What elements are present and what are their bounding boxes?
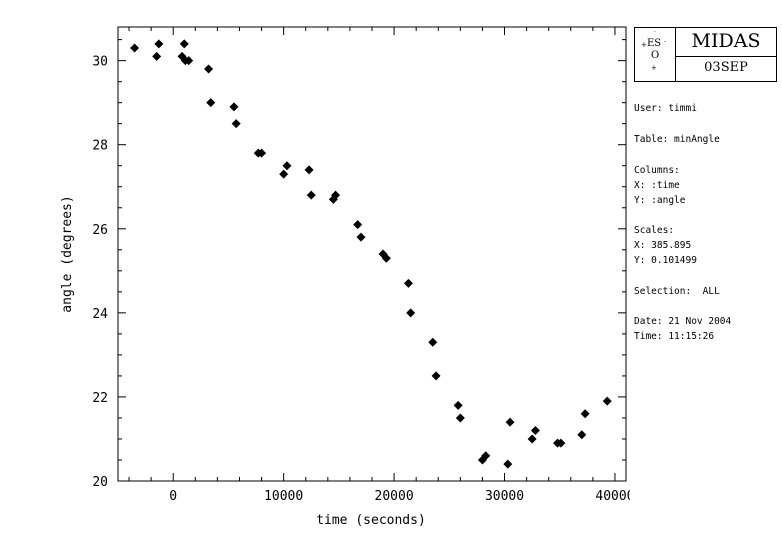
y-tick-label: 26 xyxy=(92,223,108,238)
info-time: Time: 11:15:26 xyxy=(634,331,715,342)
info-scales-header: Scales: xyxy=(634,225,675,236)
data-point xyxy=(406,308,416,318)
data-point xyxy=(206,98,216,108)
y-tick-label: 22 xyxy=(92,391,108,406)
info-columns-x: X: :time xyxy=(634,180,680,191)
data-point xyxy=(331,190,341,200)
midas-title: MIDAS xyxy=(691,30,761,52)
data-point xyxy=(282,161,292,171)
data-point xyxy=(204,64,214,74)
info-columns-header: Columns: xyxy=(634,165,680,176)
data-point xyxy=(229,102,239,112)
eso-logo: · + ES · O + xyxy=(641,29,667,72)
y-tick-label: 24 xyxy=(92,307,108,322)
data-point xyxy=(530,426,540,436)
data-point xyxy=(428,337,438,347)
info-table: Table: minAngle xyxy=(634,134,720,145)
midas-logo-box: · + ES · O + MIDAS 03SEP xyxy=(634,27,777,82)
logo-divider xyxy=(675,28,676,81)
data-point xyxy=(580,409,590,419)
x-tick-label: 20000 xyxy=(375,489,414,504)
data-point xyxy=(455,413,465,423)
data-point xyxy=(577,430,587,440)
info-selection: Selection: ALL xyxy=(634,286,720,297)
data-point xyxy=(304,165,314,175)
info-user: User: timmi xyxy=(634,103,697,114)
axis-tick-labels: 0 10000 20000 30000 40000 20 22 24 26 28 30 xyxy=(92,55,630,504)
data-point xyxy=(403,278,413,288)
data-point xyxy=(353,220,363,230)
data-point xyxy=(306,190,316,200)
x-tick-label: 10000 xyxy=(264,489,303,504)
info-scales-y: Y: 0.101499 xyxy=(634,255,697,266)
info-columns-y: Y: :angle xyxy=(634,195,686,206)
data-point xyxy=(179,39,189,49)
scatter-plot: 0 10000 20000 30000 40000 20 22 24 26 28 30 time (… xyxy=(60,26,630,528)
data-point xyxy=(154,39,164,49)
data-point xyxy=(279,169,289,179)
logo-divider xyxy=(676,56,776,57)
axis-ticks xyxy=(118,27,626,482)
data-point xyxy=(130,43,140,53)
info-scales-x: X: 385.895 xyxy=(634,240,692,251)
data-points xyxy=(130,39,612,469)
y-tick-label: 30 xyxy=(92,55,108,70)
y-tick-label: 20 xyxy=(92,475,108,490)
data-point xyxy=(556,438,566,448)
y-axis-title: angle (degrees) xyxy=(60,195,75,312)
data-point xyxy=(431,371,441,381)
data-point xyxy=(503,459,513,469)
data-point xyxy=(152,51,162,61)
data-point xyxy=(257,148,267,158)
x-tick-label: 0 xyxy=(169,489,177,504)
info-date: Date: 21 Nov 2004 xyxy=(634,316,732,327)
eso-letters: ES xyxy=(647,38,662,49)
data-point xyxy=(527,434,537,444)
data-point xyxy=(381,253,391,263)
data-point xyxy=(505,417,515,427)
x-tick-label: 30000 xyxy=(485,489,524,504)
data-point xyxy=(481,451,491,461)
data-point xyxy=(231,119,241,129)
plot-frame xyxy=(117,26,627,482)
data-point xyxy=(602,396,612,406)
data-point xyxy=(356,232,366,242)
data-point xyxy=(453,400,463,410)
eso-o: O xyxy=(651,50,660,61)
y-tick-label: 28 xyxy=(92,139,108,154)
x-axis-title: time (seconds) xyxy=(316,513,426,528)
midas-date: 03SEP xyxy=(704,60,748,75)
x-tick-label: 40000 xyxy=(595,489,630,504)
data-point xyxy=(184,56,194,66)
